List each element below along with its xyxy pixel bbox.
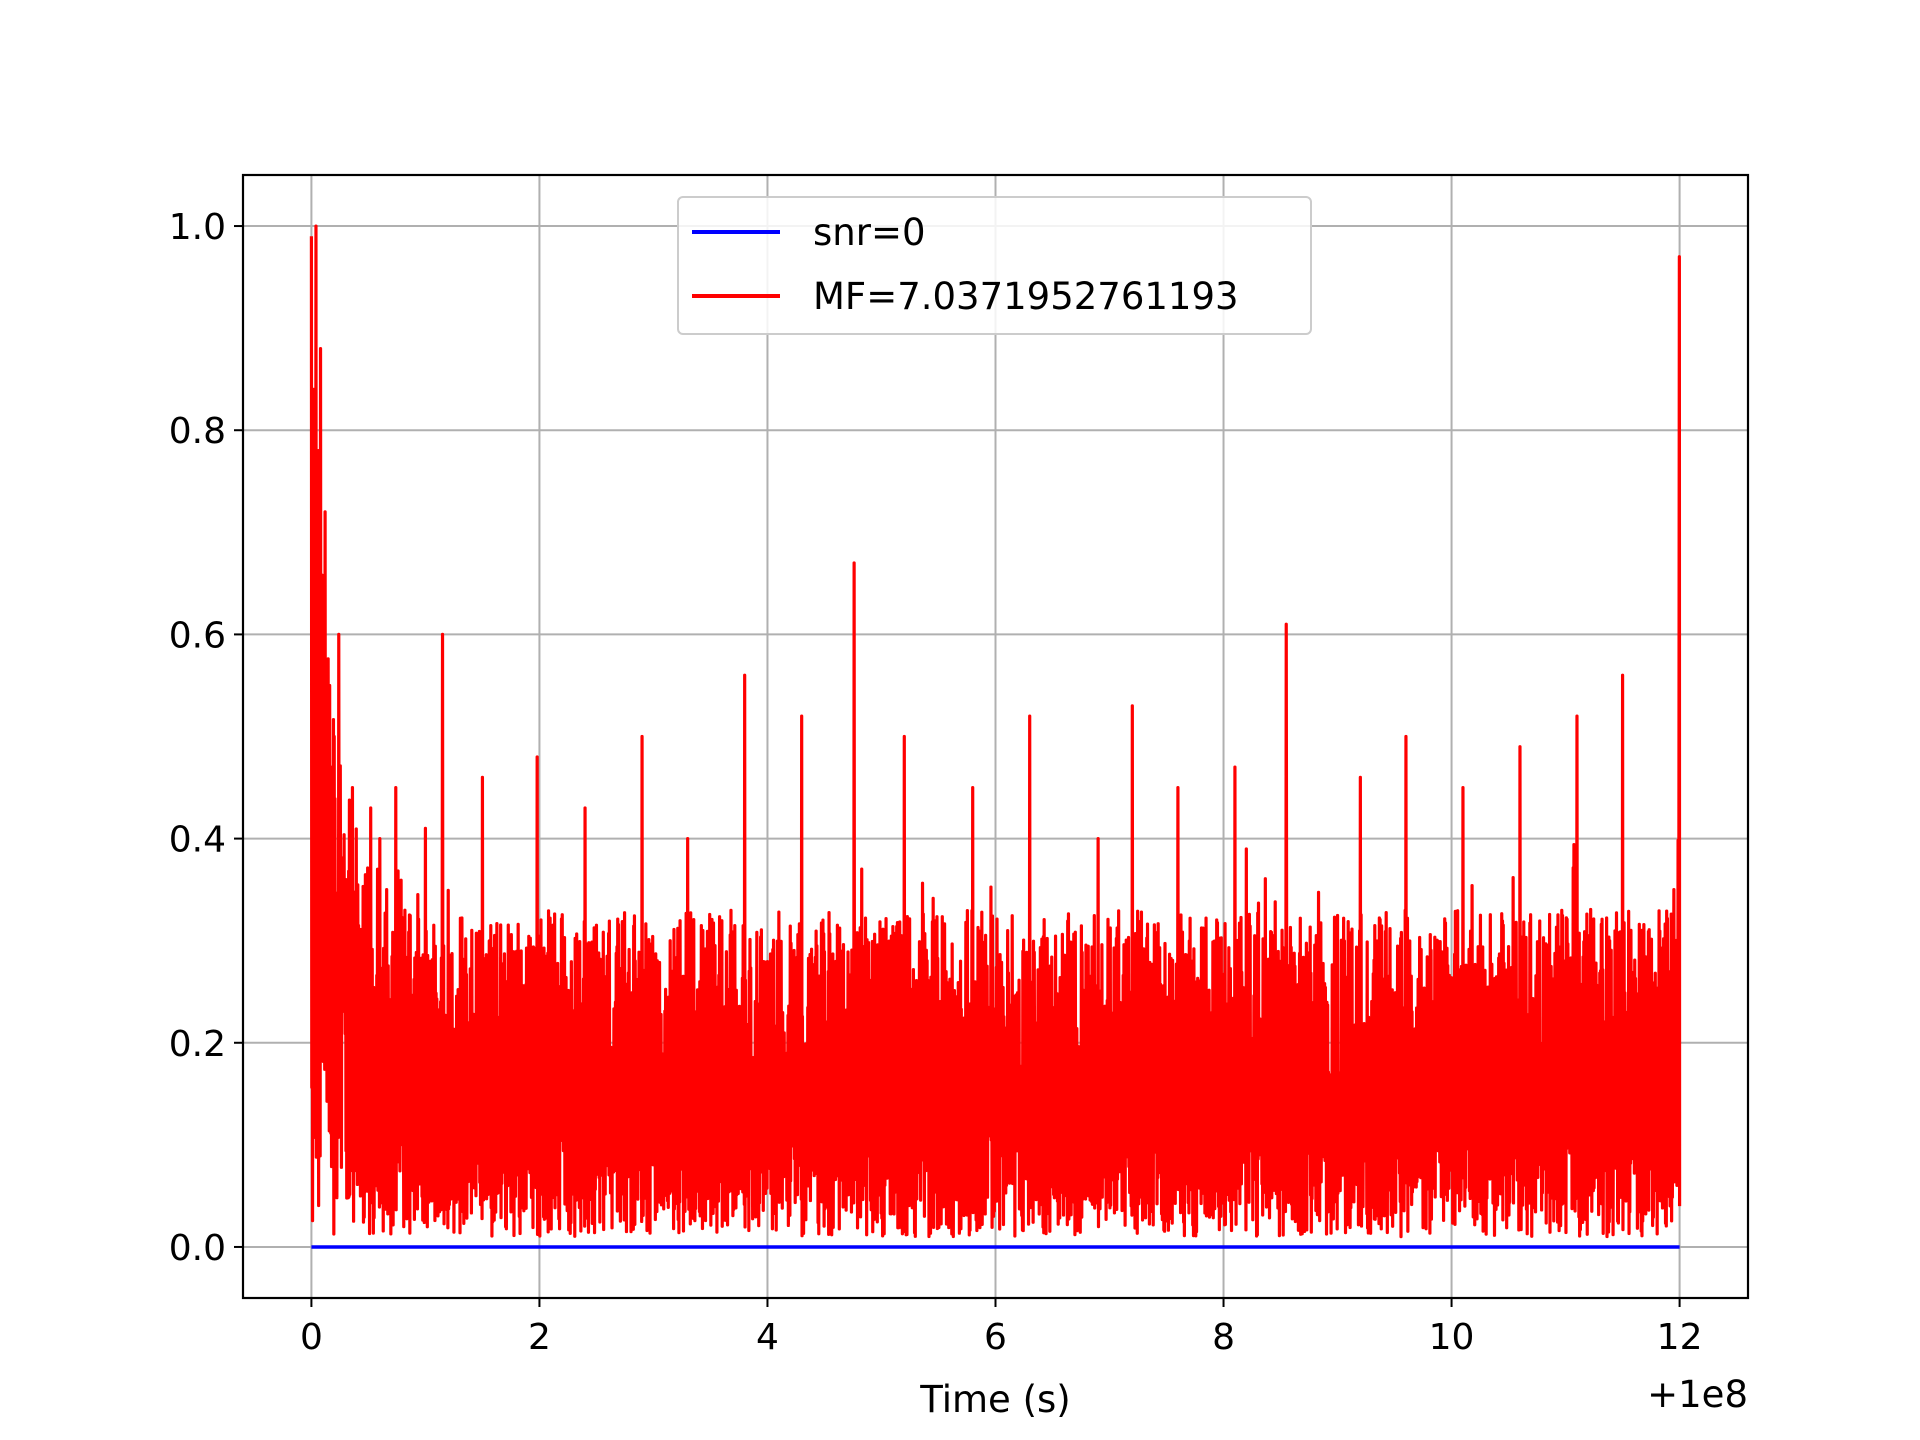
- y-tick-label: 0.0: [169, 1228, 226, 1269]
- x-tick-label: 10: [1429, 1317, 1475, 1358]
- x-tick-label: 2: [528, 1317, 551, 1358]
- x-tick-label: 6: [984, 1317, 1007, 1358]
- legend: snr=0 MF=7.0371952761193: [677, 196, 1312, 335]
- legend-label-mf: MF=7.0371952761193: [813, 275, 1239, 318]
- series-layer: [309, 224, 1682, 1249]
- x-tick-label: 8: [1212, 1317, 1235, 1358]
- y-tick-label: 0.6: [169, 615, 226, 656]
- y-tick-label: 1.0: [169, 207, 226, 248]
- x-tick-label: 4: [756, 1317, 779, 1358]
- legend-label-snr: snr=0: [813, 211, 925, 254]
- legend-box: [677, 196, 1312, 335]
- y-tick-label: 0.8: [169, 411, 226, 452]
- x-tick-label: 12: [1657, 1317, 1703, 1358]
- ticks: 0 2 4 6 8 10 12 0.0 0.2 0.4 0.6 0.8 1.0: [169, 207, 1703, 1358]
- x-axis-label: Time (s): [919, 1378, 1070, 1421]
- x-tick-label: 0: [300, 1317, 323, 1358]
- y-tick-label: 0.4: [169, 820, 226, 861]
- series-line-mf: [309, 224, 1682, 1239]
- y-tick-label: 0.2: [169, 1024, 226, 1065]
- x-offset-label: +1e8: [1647, 1373, 1748, 1416]
